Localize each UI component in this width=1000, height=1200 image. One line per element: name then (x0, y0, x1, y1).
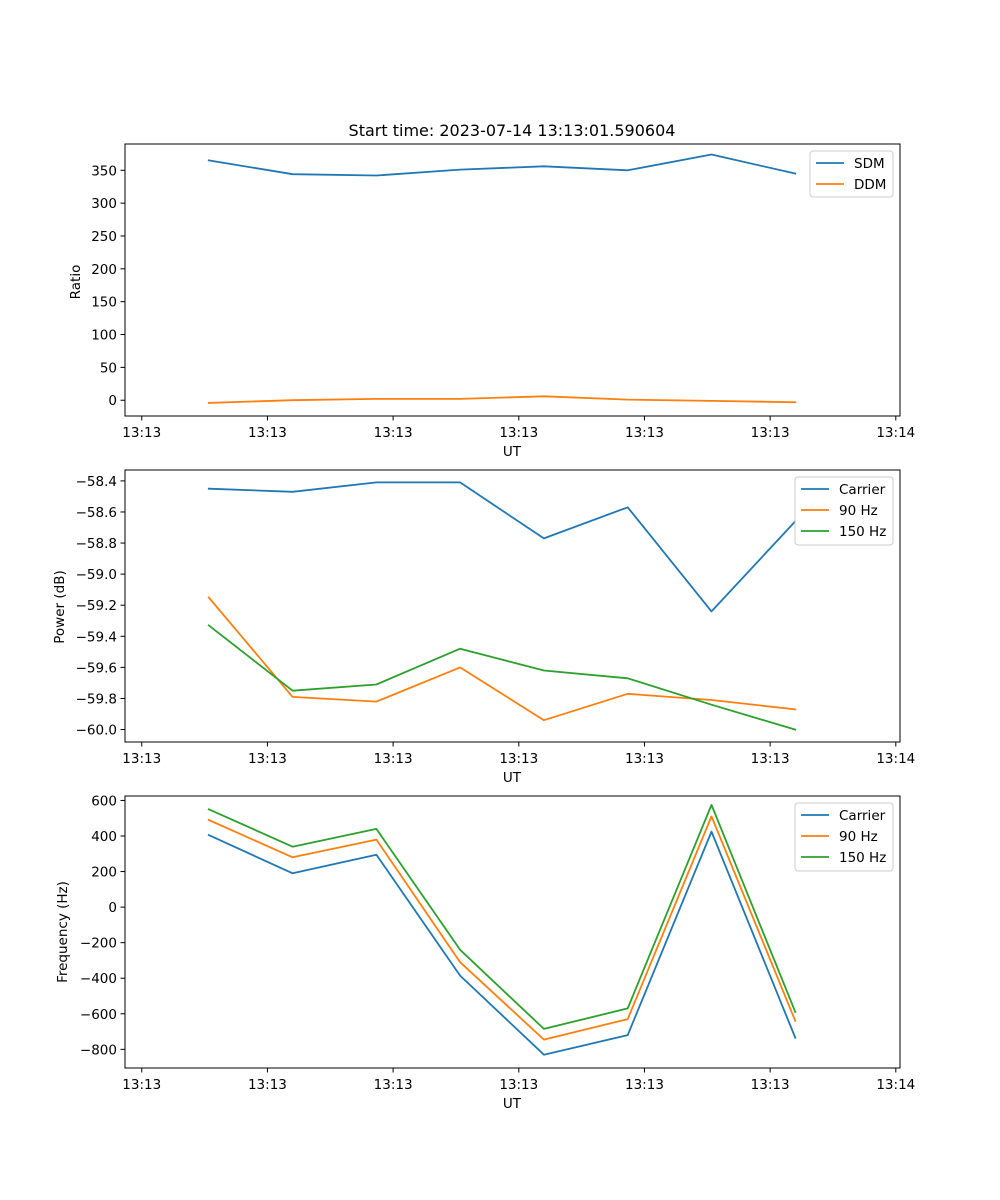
x-tick-label: 13:13 (751, 425, 790, 441)
y-axis-label: Ratio (68, 265, 84, 300)
y-axis-label: Power (dB) (52, 570, 68, 643)
y-tick-label: −400 (80, 971, 117, 987)
legend-box (794, 802, 894, 872)
x-tick-label: 13:13 (122, 751, 161, 767)
legend: Carrier 90 Hz 150 Hz (794, 802, 894, 872)
x-tick-label: 13:13 (751, 1077, 790, 1093)
series-line-carrier (207, 830, 797, 1056)
y-axis-label: Frequency (Hz) (55, 881, 71, 983)
y-tick-label: −60.0 (76, 723, 117, 739)
ratio-panel: Start time: 2023-07-14 13:13:01.590604 U… (68, 121, 915, 460)
x-tick-label: 13:13 (122, 1077, 161, 1093)
y-tick-label: 100 (91, 328, 117, 344)
series-line-150-hz (207, 624, 797, 731)
y-tick-label: −58.6 (76, 505, 117, 521)
series-line-150-hz (207, 804, 797, 1030)
x-tick-label: 13:13 (374, 1077, 413, 1093)
x-tick-label: 13:13 (374, 751, 413, 767)
legend-label: Carrier (839, 808, 886, 824)
x-tick-label: 13:13 (248, 1077, 287, 1093)
x-tick-label: 13:13 (625, 425, 664, 441)
legend-label: Carrier (839, 482, 886, 498)
y-tick-label: 200 (91, 865, 117, 881)
x-tick-label: 13:13 (499, 1077, 538, 1093)
x-tick-label: 13:13 (499, 425, 538, 441)
y-tick-label: 150 (91, 295, 117, 311)
x-tick-label: 13:13 (751, 751, 790, 767)
x-tick-label: 13:13 (122, 425, 161, 441)
series-line-ddm (207, 395, 797, 404)
y-tick-label: 600 (91, 793, 117, 809)
y-tick-label: −58.4 (76, 474, 117, 490)
y-tick-label: 0 (108, 900, 117, 916)
x-tick-label: 13:13 (499, 751, 538, 767)
legend: SDM DDM (809, 150, 894, 198)
plot-frame (124, 143, 901, 417)
y-tick-label: −58.8 (76, 536, 117, 552)
x-axis-label: UT (503, 444, 522, 460)
y-tick-label: −800 (80, 1042, 117, 1058)
legend-label: SDM (854, 156, 885, 172)
legend-label: 150 Hz (839, 850, 886, 866)
y-tick-label: 200 (91, 262, 117, 278)
legend-label: 90 Hz (839, 829, 878, 845)
legend-label: DDM (854, 177, 886, 193)
x-tick-label: 13:14 (876, 425, 915, 441)
frequency-panel: UT Frequency (Hz) 13:13 13:13 13:13 13:13 13… (55, 793, 915, 1112)
y-tick-label: −200 (80, 936, 117, 952)
x-tick-label: 13:13 (248, 751, 287, 767)
y-tick-label: 0 (108, 393, 117, 409)
y-tick-label: −59.8 (76, 691, 117, 707)
y-tick-label: 350 (91, 163, 117, 179)
x-axis-label: UT (503, 770, 522, 786)
y-tick-label: 50 (100, 360, 117, 376)
y-tick-label: −59.2 (76, 598, 117, 614)
power-panel: UT Power (dB) 13:13 13:13 13:13 13:13 13:13 1… (52, 469, 915, 786)
series-line-carrier (207, 481, 797, 613)
chart-title: Start time: 2023-07-14 13:13:01.590604 (349, 121, 676, 140)
series-line-sdm (207, 153, 797, 177)
x-tick-label: 13:13 (374, 425, 413, 441)
legend-label: 90 Hz (839, 503, 878, 519)
x-tick-label: 13:13 (625, 751, 664, 767)
legend-box (794, 476, 894, 546)
y-tick-label: −59.6 (76, 660, 117, 676)
x-tick-label: 13:13 (625, 1077, 664, 1093)
y-tick-label: −59.4 (76, 629, 117, 645)
y-tick-label: 300 (91, 196, 117, 212)
series-line-90-hz (207, 815, 797, 1041)
x-axis-label: UT (503, 1096, 522, 1112)
x-tick-label: 13:14 (876, 751, 915, 767)
y-tick-label: −59.0 (76, 567, 117, 583)
series-line-90-hz (207, 596, 797, 722)
y-tick-label: 250 (91, 229, 117, 245)
y-tick-label: 400 (91, 829, 117, 845)
plot-frame (124, 469, 901, 743)
y-tick-label: −600 (80, 1007, 117, 1023)
x-tick-label: 13:14 (876, 1077, 915, 1093)
plot-frame (124, 795, 901, 1069)
x-tick-label: 13:13 (248, 425, 287, 441)
legend-label: 150 Hz (839, 524, 886, 540)
legend: Carrier 90 Hz 150 Hz (794, 476, 894, 546)
